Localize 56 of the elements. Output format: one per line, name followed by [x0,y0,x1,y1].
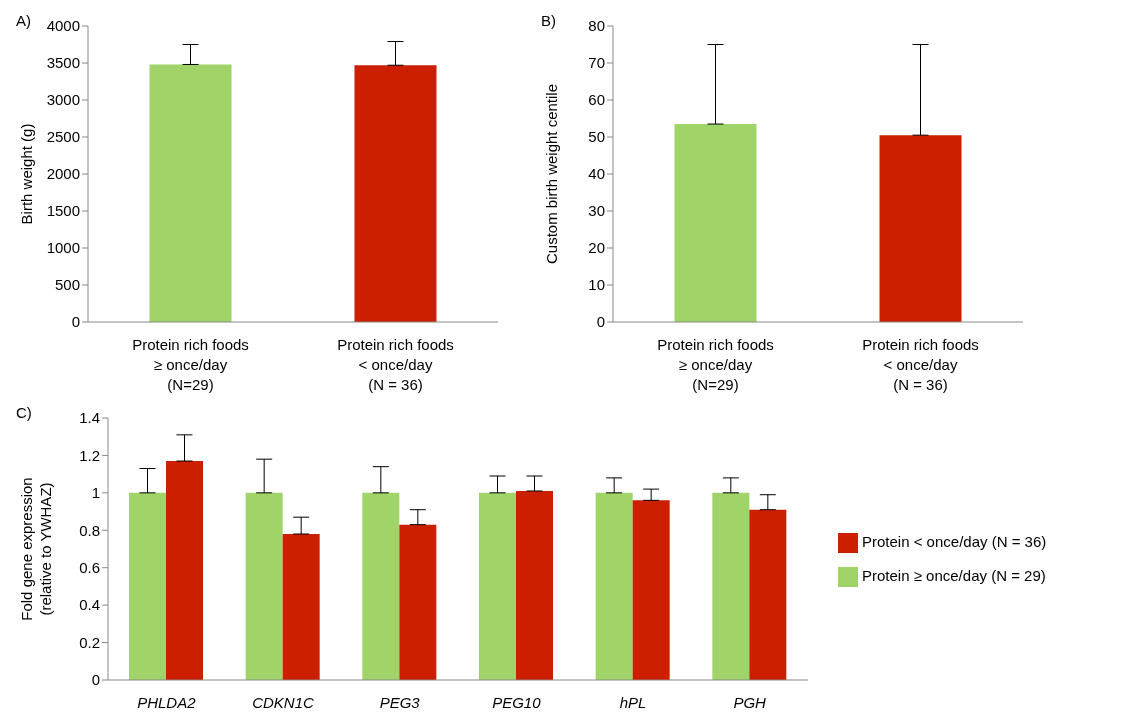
bar [595,492,633,680]
x-tick-label: hPL [619,694,647,711]
bar [245,492,283,680]
y-tick-label: 50 [588,128,605,146]
y-axis-title: Fold gene expression (relative to YWHAZ) [18,477,54,621]
x-tick-label: CDKN1C [252,694,314,711]
y-tick-label: 0.6 [79,559,100,577]
y-tick-label: 3500 [46,54,80,72]
x-tick-label: PHLDA2 [137,694,197,711]
legend-label: Protein < once/day (N = 36) [862,533,1047,550]
y-tick-label: 500 [54,276,80,294]
y-tick-label: 0 [91,671,100,689]
y-tick-label: 40 [588,165,605,183]
bar [362,492,400,680]
y-tick-label: 0 [71,313,80,331]
bar [166,461,203,680]
y-tick-label: 10 [588,276,605,294]
y-tick-label: 30 [588,202,605,220]
x-tick-label: PEG3 [379,694,421,711]
y-axis-title: Birth weight (g) [18,123,35,225]
y-tick-label: 0.2 [79,633,100,651]
bar [749,509,787,680]
x-tick-label: Protein rich foods < once/day (N = 36) [862,336,979,393]
y-tick-label: 1.2 [79,446,100,464]
y-tick-label: 4000 [46,17,80,35]
x-tick-label: PGH [733,694,767,711]
bar [282,534,320,680]
y-tick-label: 0.8 [79,521,100,539]
x-tick-label: Protein rich foods < once/day (N = 36) [337,336,454,393]
bar [479,492,516,680]
x-tick-label: Protein rich foods ≥ once/day (N=29) [657,336,774,393]
x-tick-label: PEG10 [492,694,542,711]
y-tick-label: 2500 [46,128,80,146]
y-tick-label: 60 [588,91,605,109]
chart-title: A) [16,12,31,29]
bar [712,492,750,680]
y-tick-label: 1 [91,484,100,502]
bar [399,524,437,680]
y-tick-label: 80 [588,17,605,35]
y-tick-label: 3000 [46,91,80,109]
y-tick-label: 1500 [46,202,80,220]
y-tick-label: 70 [588,54,605,72]
y-tick-label: 20 [588,239,605,257]
bar [516,490,553,680]
bar [632,500,670,680]
chart-title: B) [541,12,556,29]
legend-label: Protein ≥ once/day (N = 29) [862,567,1046,584]
y-tick-label: 1.4 [79,409,100,427]
x-tick-label: Protein rich foods ≥ once/day (N=29) [132,336,249,393]
y-tick-label: 0 [596,313,605,331]
y-tick-label: 1000 [46,239,80,257]
chart-title: C) [16,404,32,421]
y-tick-label: 0.4 [79,596,100,614]
bar [129,492,166,680]
y-tick-label: 2000 [46,165,80,183]
y-axis-title: Custom birth weight centile [543,83,560,265]
